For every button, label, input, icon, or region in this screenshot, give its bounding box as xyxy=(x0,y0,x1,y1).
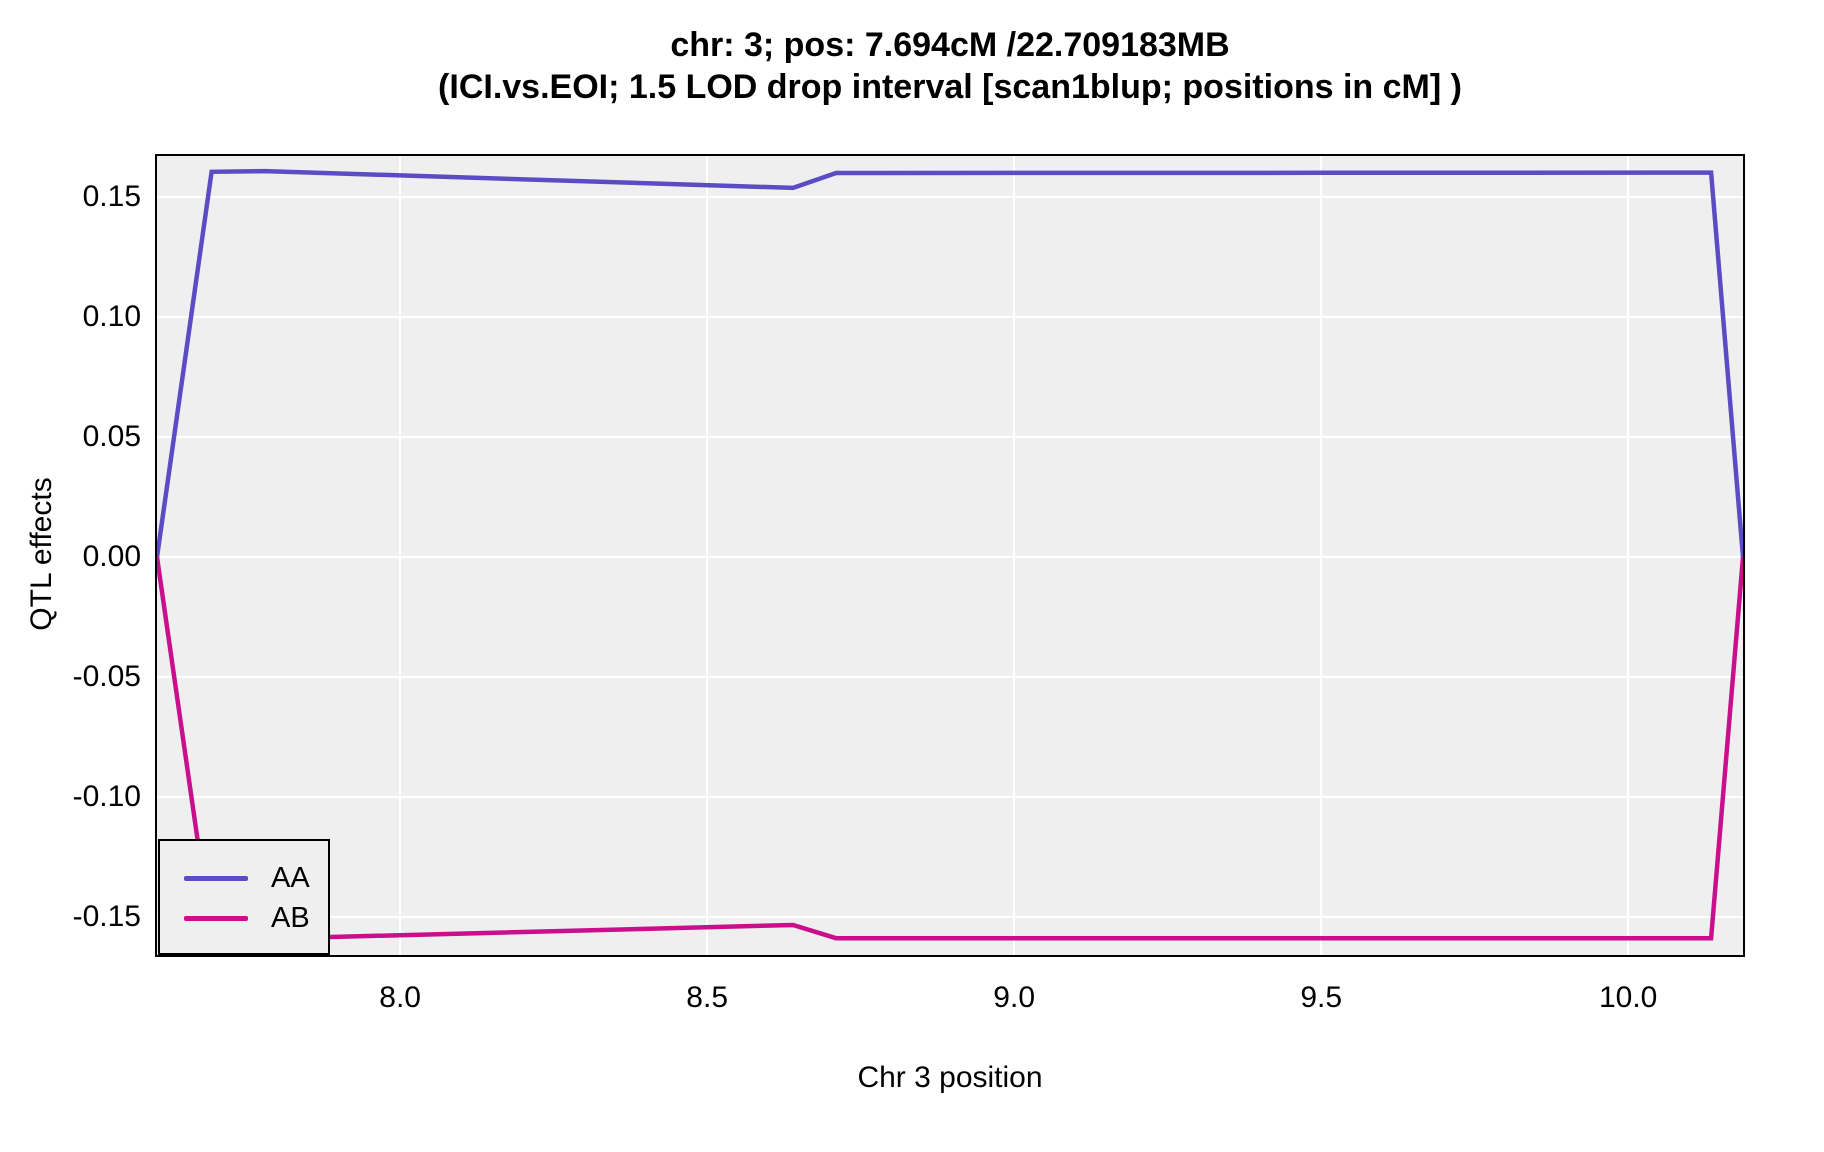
chart-title-block: chr: 3; pos: 7.694cM /22.709183MB (ICI.v… xyxy=(157,24,1743,108)
h-gridline xyxy=(157,916,1743,919)
series-lines xyxy=(157,168,1743,941)
y-tick-label: 0.10 xyxy=(82,300,141,334)
h-gridline xyxy=(157,796,1743,799)
series-line-AA xyxy=(157,168,1743,558)
y-tick-label: 0.05 xyxy=(82,420,141,454)
h-gridline xyxy=(157,316,1743,319)
x-tick-label: 9.0 xyxy=(993,981,1036,1014)
y-tick-label: -0.05 xyxy=(72,660,141,694)
plot-panel: AA AB xyxy=(155,154,1745,957)
x-tick-label: 8.5 xyxy=(686,981,729,1014)
legend: AA AB xyxy=(158,839,330,955)
legend-entry-AA: AA xyxy=(160,858,328,898)
y-tick-label: -0.10 xyxy=(72,780,141,814)
legend-entry-AB: AB xyxy=(160,898,328,938)
y-tick-label: 0.00 xyxy=(82,540,141,574)
legend-label: AB xyxy=(271,902,310,934)
v-gridline xyxy=(1320,156,1323,955)
v-gridline xyxy=(1013,156,1016,955)
h-gridline xyxy=(157,676,1743,679)
x-axis-title: Chr 3 position xyxy=(857,1061,1043,1094)
legend-line-swatch xyxy=(184,875,248,881)
h-gridline xyxy=(157,196,1743,199)
chart-title: chr: 3; pos: 7.694cM /22.709183MB xyxy=(670,26,1230,64)
h-gridline xyxy=(157,556,1743,559)
legend-line-swatch xyxy=(184,915,248,921)
x-tick-label: 8.0 xyxy=(379,981,421,1014)
series-line-AB xyxy=(157,556,1743,941)
chart-subtitle: (ICI.vs.EOI; 1.5 LOD drop interval [scan… xyxy=(438,68,1462,106)
x-tick-label: 9.5 xyxy=(1300,981,1343,1014)
legend-label: AA xyxy=(271,862,310,894)
v-gridline xyxy=(706,156,709,955)
x-tick-label: 10.0 xyxy=(1598,981,1658,1014)
v-gridline xyxy=(1627,156,1630,955)
y-tick-label: -0.15 xyxy=(72,900,141,934)
h-gridline xyxy=(157,436,1743,439)
y-tick-label: 0.15 xyxy=(82,180,141,214)
v-gridline xyxy=(399,156,402,955)
plot-area: AA AB xyxy=(157,156,1743,955)
